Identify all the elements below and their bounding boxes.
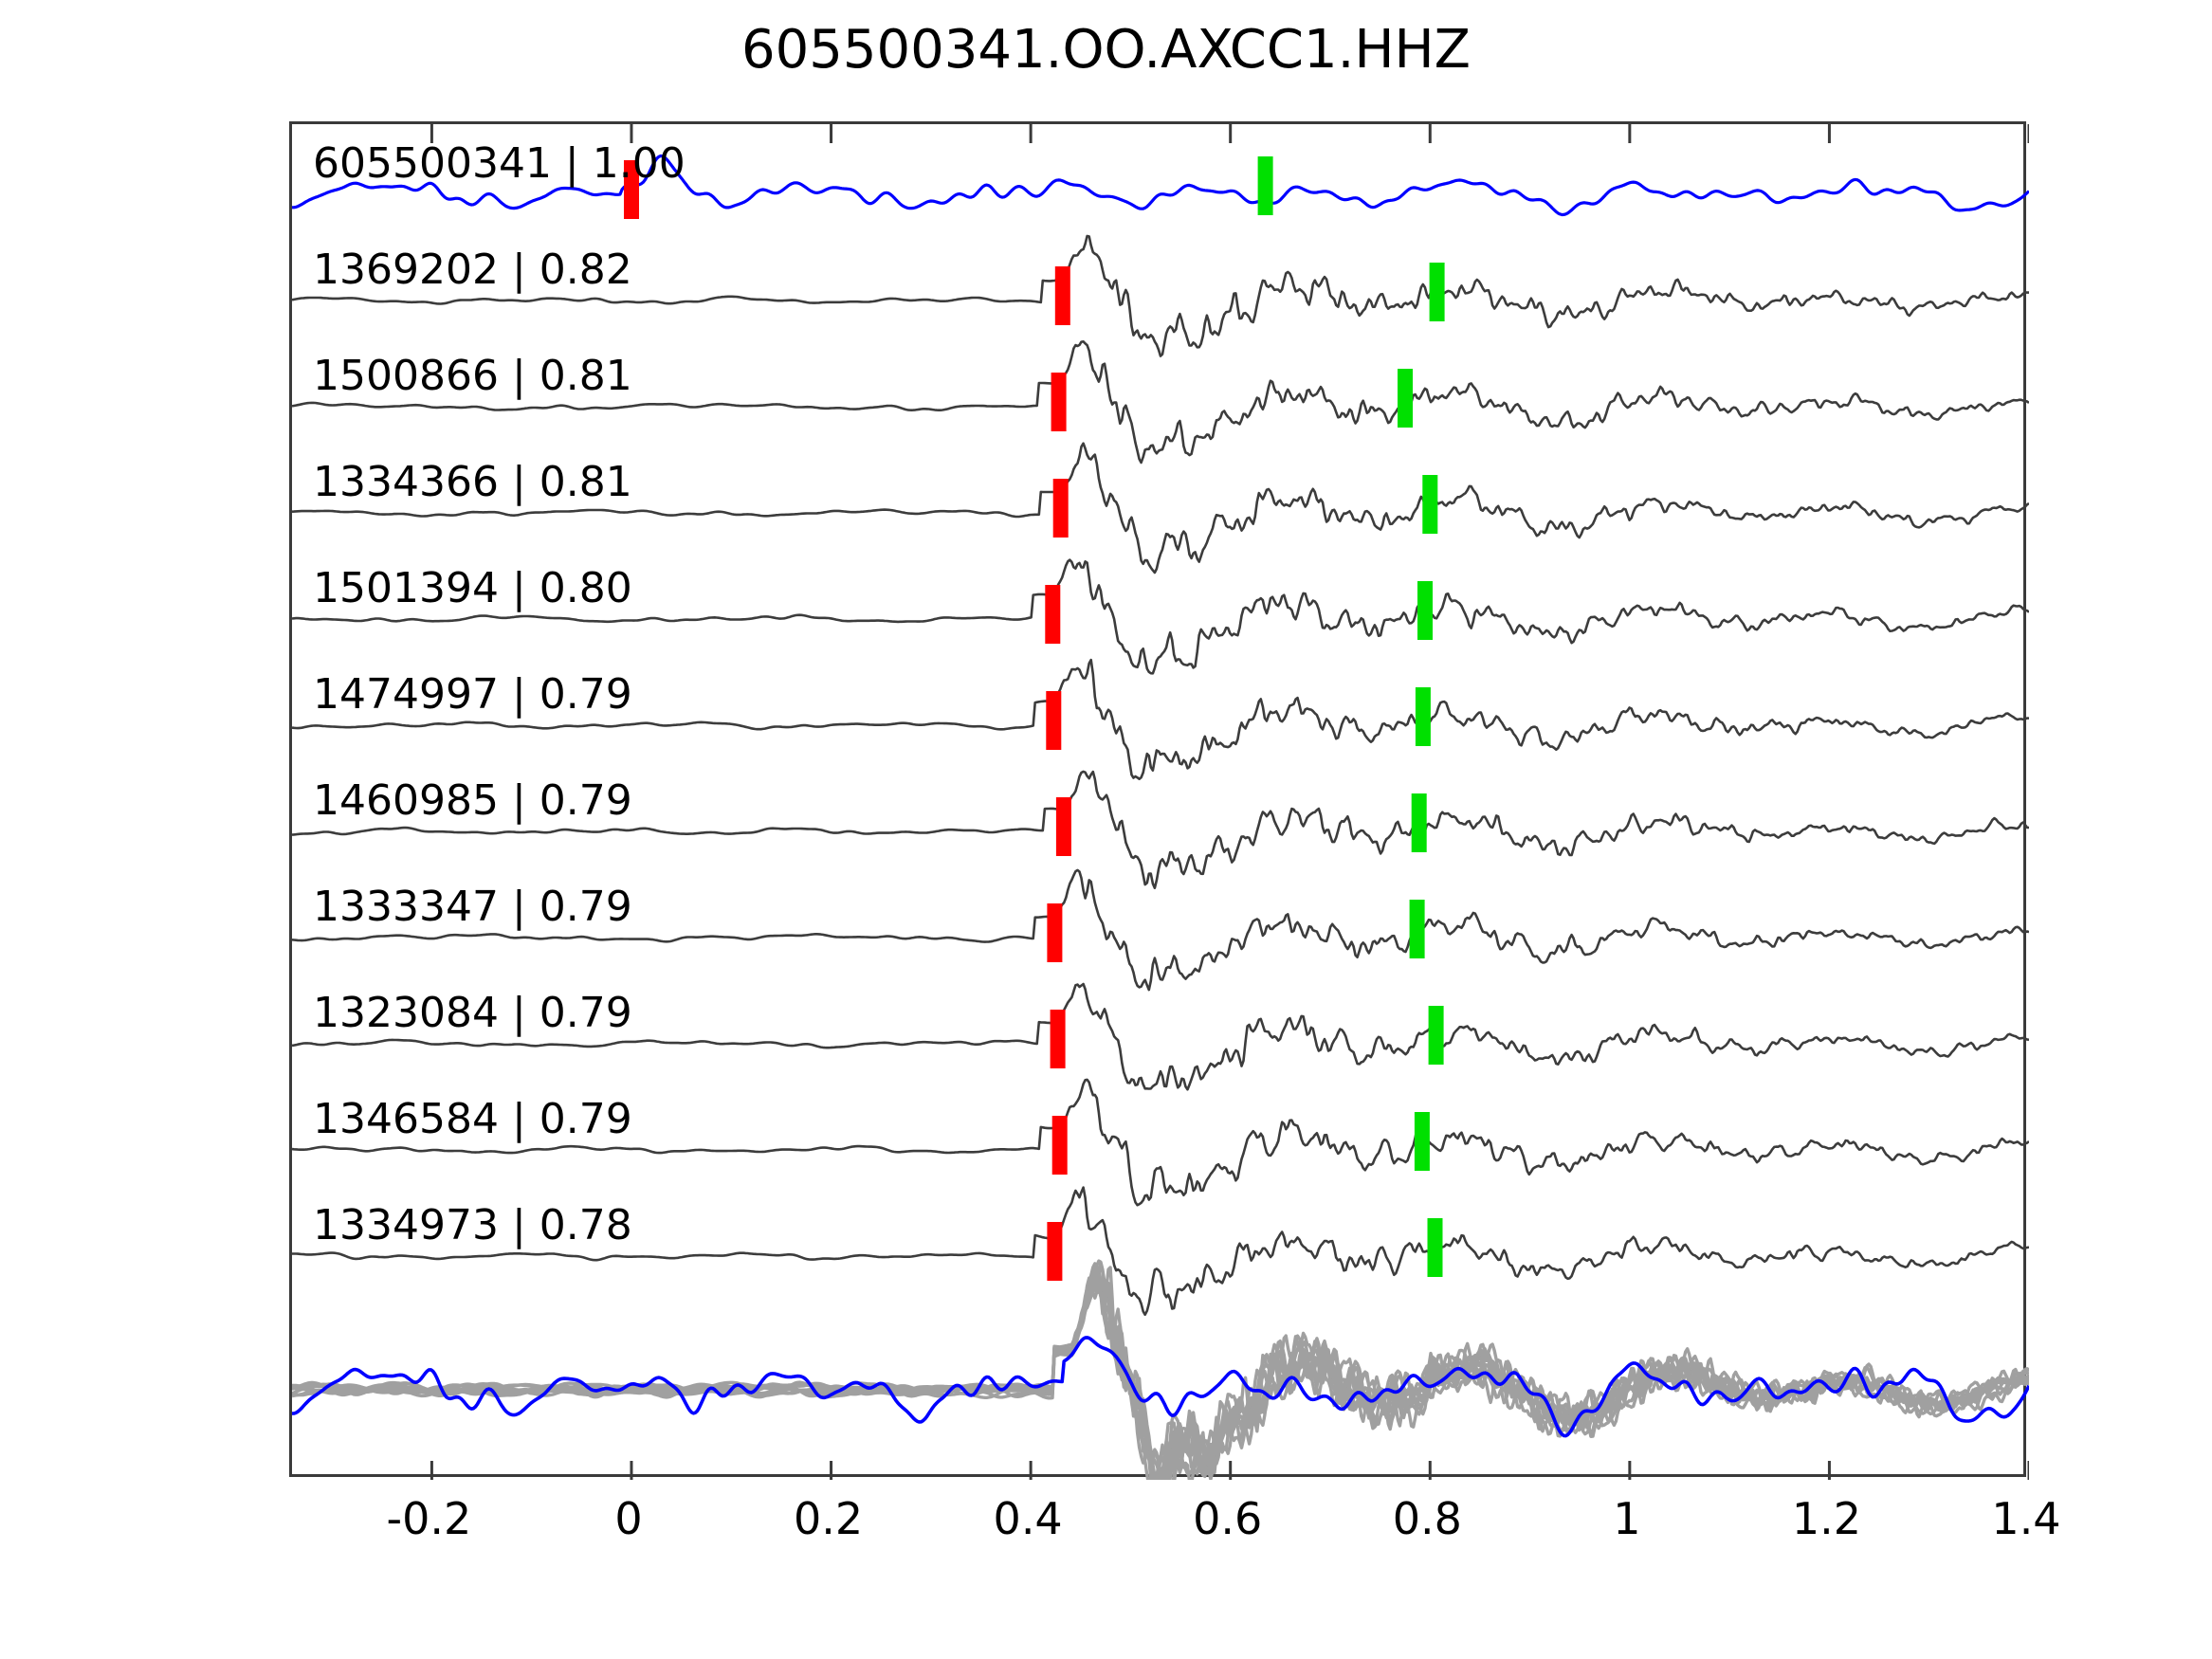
plot-frame: 605500341 | 1.00 1369202 | 0.82 1500866 | …: [289, 121, 2029, 1480]
p-pick-marker: [1051, 1116, 1068, 1175]
s-pick-marker: [1427, 1218, 1443, 1277]
waveform-trace: [292, 558, 2029, 675]
x-tick-label: 1.4: [1991, 1493, 2061, 1544]
p-pick-marker: [1047, 903, 1063, 962]
x-tick-label: 1.2: [1791, 1493, 1861, 1544]
stack-overlay-trace: [292, 1279, 2029, 1476]
trace-label: 1500866 | 0.81: [313, 352, 632, 400]
waveform-trace: [292, 154, 2029, 217]
waveform-trace: [292, 770, 2029, 889]
waveform-trace: [292, 1078, 2029, 1207]
s-pick-marker: [1429, 263, 1445, 321]
trace-label: 1323084 | 0.79: [313, 989, 632, 1037]
waveform-trace: [292, 1186, 2029, 1317]
waveform-trace: [292, 658, 2029, 780]
trace-label: 1501394 | 0.80: [313, 564, 632, 612]
x-tick-label: 1: [1613, 1493, 1641, 1544]
trace-label: 1333347 | 0.79: [313, 883, 632, 931]
s-pick-marker: [1415, 687, 1431, 746]
trace-label: 1334973 | 0.78: [313, 1201, 632, 1249]
s-pick-marker: [1409, 900, 1425, 958]
x-axis-ticks: [430, 124, 2029, 1480]
s-pick-marker: [1428, 1006, 1444, 1065]
x-tick-label: 0.2: [793, 1493, 864, 1544]
page-title: 605500341.OO.AXCC1.HHZ: [741, 19, 1471, 81]
waveform-trace: [292, 442, 2029, 574]
x-tick-label: -0.2: [386, 1493, 472, 1544]
p-pick-marker: [1046, 691, 1062, 750]
p-pick-marker: [1055, 797, 1071, 856]
trace-label: 1369202 | 0.82: [313, 246, 632, 294]
stack-overlay-trace: [292, 1261, 2029, 1480]
p-pick-marker: [624, 160, 639, 219]
trace-label: 1474997 | 0.79: [313, 670, 632, 719]
p-pick-marker: [1051, 373, 1067, 431]
x-tick-label: 0.4: [993, 1493, 1063, 1544]
waveform-trace: [292, 982, 2029, 1091]
stack-overlay-trace: [292, 1279, 2029, 1480]
p-pick-marker: [1052, 479, 1069, 538]
p-pick-marker: [1047, 1222, 1063, 1281]
x-axis-tick-labels: -0.2 0 0.2 0.4 0.6 0.8 1 1.2 1.4: [0, 1493, 2212, 1569]
x-tick-label: 0.8: [1392, 1493, 1462, 1544]
stack-template-trace: [292, 1336, 2029, 1438]
waveform-trace: [292, 868, 2029, 992]
p-pick-marker: [1054, 266, 1070, 325]
waveform-trace: [292, 340, 2029, 465]
traces-group: [292, 154, 2029, 1317]
trace-label: 1460985 | 0.79: [313, 776, 632, 825]
s-pick-marker: [1414, 1112, 1430, 1171]
x-tick-label: 0.6: [1193, 1493, 1263, 1544]
stack-overlay-panel: [292, 1259, 2029, 1480]
s-pick-marker: [1398, 369, 1413, 428]
trace-label: 1334366 | 0.81: [313, 458, 632, 506]
plot-svg: [292, 124, 2029, 1480]
x-tick-label: 0: [614, 1493, 643, 1544]
picks-group: [624, 156, 1445, 1281]
s-pick-marker: [1417, 581, 1433, 640]
s-pick-marker: [1257, 156, 1273, 215]
s-pick-marker: [1411, 793, 1427, 852]
p-pick-marker: [1045, 585, 1061, 644]
s-pick-marker: [1422, 475, 1438, 534]
trace-label: 605500341 | 1.00: [313, 139, 686, 188]
trace-label: 1346584 | 0.79: [313, 1095, 632, 1143]
p-pick-marker: [1050, 1010, 1066, 1068]
waveform-trace: [292, 234, 2029, 357]
